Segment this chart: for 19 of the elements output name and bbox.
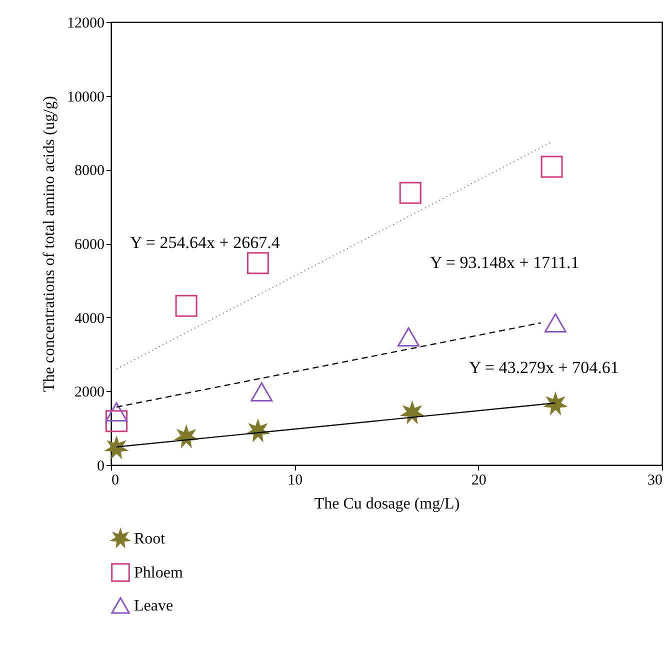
legend-label: Leave — [134, 598, 174, 614]
y-tick-label: 12000 — [67, 16, 104, 32]
y-tick-label: 2000 — [74, 384, 104, 401]
y-tick-label: 6000 — [74, 237, 104, 253]
y-tick-label: 0 — [97, 458, 104, 474]
x-tick-label: 20 — [471, 472, 486, 488]
annotation: Y = 254.64x + 2667.4 — [130, 233, 280, 252]
y-tick-label: 8000 — [74, 163, 104, 180]
x-tick-label: 10 — [288, 472, 303, 488]
legend-label: Phloem — [134, 564, 184, 582]
annotation: Y = 93.148x + 1711.1 — [430, 253, 580, 272]
x-tick-label: 0 — [112, 472, 119, 488]
y-axis-title: The concentrations of total amino acids (ug/g) — [41, 96, 58, 392]
annotation: Y = 43.279x + 704.61 — [469, 358, 619, 377]
x-tick-label: 30 — [648, 472, 662, 488]
y-tick-label: 10000 — [67, 89, 104, 106]
y-tick-label: 4000 — [74, 310, 104, 327]
legend-label: Root — [134, 530, 166, 548]
x-axis-title: The Cu dosage (mg/L) — [314, 496, 460, 512]
